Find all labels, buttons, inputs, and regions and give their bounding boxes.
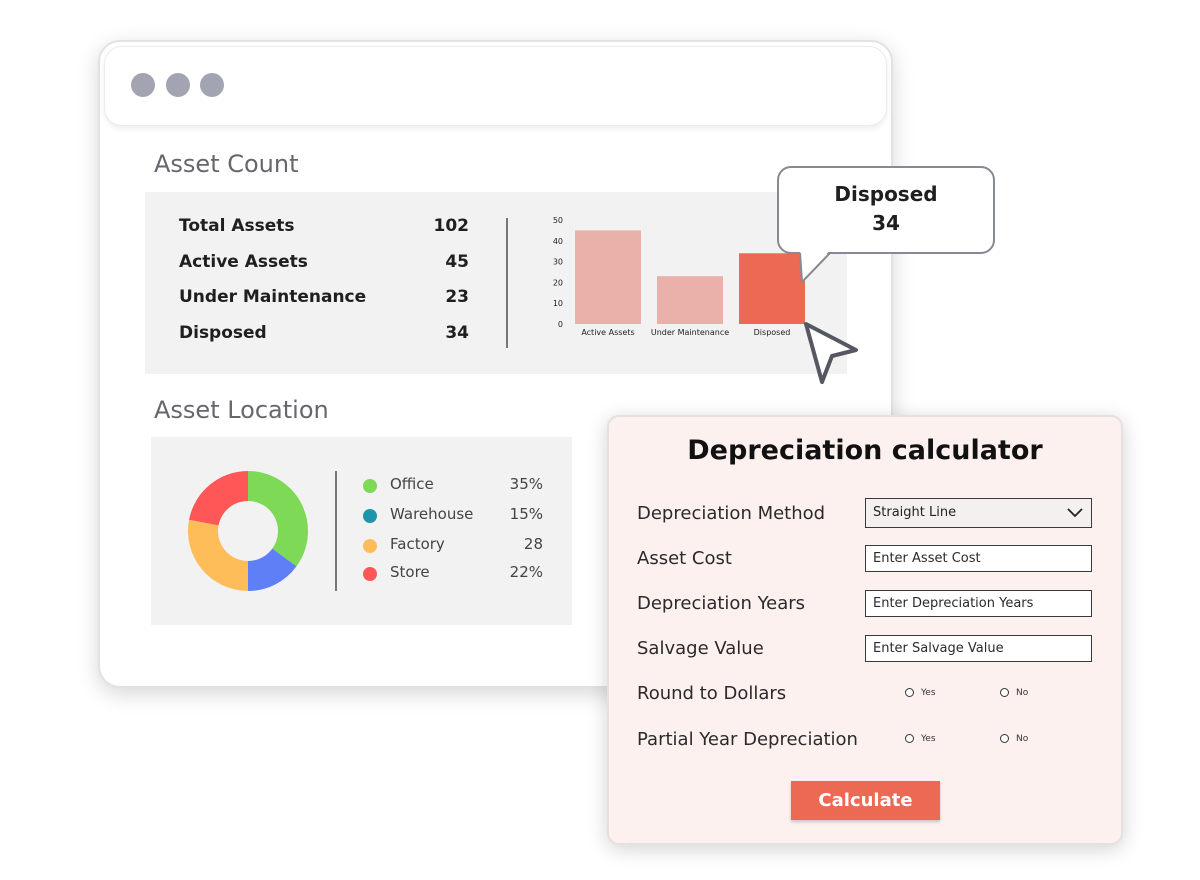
stat-row-maintenance: Under Maintenance 23 — [179, 287, 469, 313]
legend-name: Office — [390, 475, 434, 493]
depreciation-years-input[interactable] — [865, 590, 1092, 617]
stats-divider — [506, 218, 508, 348]
years-label: Depreciation Years — [637, 593, 806, 614]
radio-label: Yes — [921, 688, 936, 698]
calculator-title: Depreciation calculator — [687, 435, 1043, 466]
round-no-radio[interactable]: No — [1000, 686, 1028, 700]
legend-name: Warehouse — [390, 505, 474, 523]
window-titlebar — [104, 46, 887, 126]
stat-value: 102 — [433, 216, 470, 236]
legend-value: 28 — [523, 535, 543, 553]
salvage-label: Salvage Value — [637, 638, 764, 659]
stat-label: Total Assets — [179, 216, 295, 236]
asset-location-panel: Office 35% Warehouse 15% Factory 28 Stor… — [151, 437, 572, 625]
round-yes-radio[interactable]: Yes — [905, 686, 936, 700]
stat-value: 45 — [445, 252, 469, 272]
donut-slice-office[interactable] — [248, 471, 309, 567]
stat-label: Disposed — [179, 323, 267, 343]
donut-slice-warehouse[interactable] — [248, 548, 297, 591]
x-tick-label: Disposed — [754, 328, 791, 337]
legend-dot — [363, 567, 377, 581]
bar-under-maintenance[interactable] — [657, 276, 723, 324]
depreciation-calculator: Depreciation calculator Depreciation Met… — [607, 415, 1123, 845]
radio-label: No — [1016, 734, 1029, 744]
disposed-tooltip: Disposed 34 — [777, 166, 995, 254]
radio-label: Yes — [921, 734, 936, 744]
stat-row-total: Total Assets 102 — [179, 216, 469, 242]
legend-item-factory: Factory 28 — [363, 535, 543, 557]
legend-dot — [363, 509, 377, 523]
stat-label: Active Assets — [179, 252, 308, 272]
tooltip-tail — [799, 250, 831, 285]
chevron-down-icon — [1067, 508, 1083, 518]
partial-yes-radio[interactable]: Yes — [905, 732, 936, 746]
stat-value: 23 — [445, 287, 469, 307]
method-select[interactable]: Straight Line — [865, 498, 1092, 528]
y-tick-label: 20 — [553, 278, 563, 287]
donut-slice-store[interactable] — [189, 471, 248, 526]
y-tick-label: 40 — [553, 237, 563, 246]
radio-circle — [1000, 688, 1009, 697]
tooltip-label: Disposed — [834, 182, 938, 206]
window-dot[interactable] — [131, 73, 155, 97]
legend-item-warehouse: Warehouse 15% — [363, 505, 543, 527]
window-dot[interactable] — [200, 73, 224, 97]
mouse-cursor-icon — [804, 322, 858, 384]
legend-item-office: Office 35% — [363, 475, 543, 497]
legend-name: Store — [390, 563, 430, 581]
radio-circle — [905, 688, 914, 697]
round-label: Round to Dollars — [637, 683, 787, 704]
asset-bar-chart: 0 10 20 30 40 50 Active Assets Under Maintenanc… — [553, 216, 805, 337]
asset-count-title: Asset Count — [154, 150, 299, 178]
bar-active-assets[interactable] — [575, 230, 641, 324]
salvage-value-input[interactable] — [865, 635, 1092, 662]
stat-value: 34 — [445, 323, 469, 343]
bar-disposed[interactable] — [739, 253, 805, 324]
donut-slice-factory[interactable] — [187, 519, 248, 591]
legend-name: Factory — [390, 535, 445, 553]
partial-label: Partial Year Depreciation — [637, 729, 858, 750]
x-tick-label: Active Assets — [581, 328, 634, 337]
legend-dot — [363, 539, 377, 553]
legend-value: 15% — [509, 505, 543, 523]
radio-circle — [1000, 734, 1009, 743]
stat-label: Under Maintenance — [179, 287, 367, 307]
y-tick-label: 10 — [553, 299, 563, 308]
legend-divider — [335, 471, 337, 591]
method-label: Depreciation Method — [637, 503, 826, 524]
window-dot[interactable] — [166, 73, 190, 97]
stat-row-disposed: Disposed 34 — [179, 323, 469, 349]
y-tick-label: 50 — [553, 216, 563, 225]
tooltip-value: 34 — [872, 211, 900, 235]
method-select-value: Straight Line — [873, 505, 957, 520]
asset-count-panel: Total Assets 102 Active Assets 45 Under … — [145, 192, 847, 374]
stat-row-active: Active Assets 45 — [179, 252, 469, 278]
legend-item-store: Store 22% — [363, 563, 543, 585]
asset-cost-input[interactable] — [865, 545, 1092, 572]
x-tick-label: Under Maintenance — [651, 328, 729, 337]
location-donut-chart — [187, 471, 309, 591]
legend-dot — [363, 479, 377, 493]
cost-label: Asset Cost — [637, 548, 732, 569]
asset-location-title: Asset Location — [154, 396, 329, 424]
calculate-button[interactable]: Calculate — [791, 781, 940, 820]
y-tick-label: 30 — [553, 258, 563, 267]
dashboard-window: Asset Count Total Assets 102 Active Asse… — [98, 40, 893, 688]
partial-no-radio[interactable]: No — [1000, 732, 1028, 746]
legend-value: 22% — [509, 563, 543, 581]
y-tick-label: 0 — [558, 320, 563, 329]
radio-circle — [905, 734, 914, 743]
legend-value: 35% — [509, 475, 543, 493]
radio-label: No — [1016, 688, 1029, 698]
